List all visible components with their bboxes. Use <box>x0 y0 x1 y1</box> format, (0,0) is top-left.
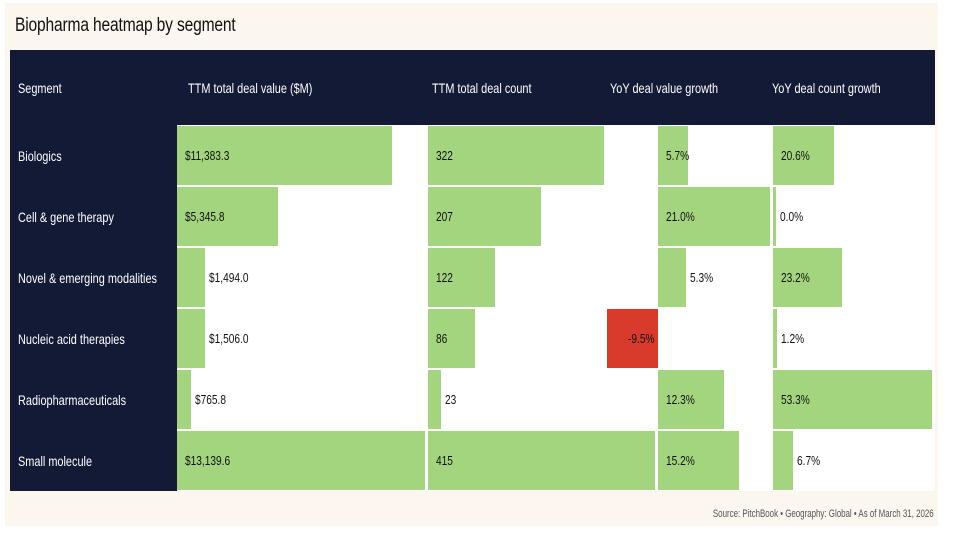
value-label-deal_count: 122 <box>436 269 453 285</box>
value-label-value_growth: -9.5% <box>628 330 655 346</box>
segment-column <box>10 125 177 491</box>
value-label-deal_value: $13,139.6 <box>185 452 231 468</box>
value-label-value_growth: 5.7% <box>666 147 690 163</box>
heat-bar-deal_count <box>428 126 605 185</box>
heat-bar-deal_value <box>177 309 206 368</box>
value-label-value_growth: 5.3% <box>690 269 714 285</box>
value-label-count_growth: 0.0% <box>780 208 804 224</box>
heat-bar-deal_value <box>177 126 392 185</box>
heatmap-table: Segment TTM total deal value ($M) TTM tota… <box>10 50 935 491</box>
heat-bar-count_growth <box>773 126 835 185</box>
chart-title: Biopharma heatmap by segment <box>15 15 236 36</box>
heat-bar-deal_value <box>177 370 192 429</box>
segment-label: Nucleic acid therapies <box>18 330 125 347</box>
value-label-deal_count: 23 <box>444 391 456 407</box>
value-label-deal_value: $5,345.8 <box>185 208 225 224</box>
segment-label: Cell & gene therapy <box>18 208 114 225</box>
segment-label: Radiopharmaceuticals <box>18 391 127 408</box>
heat-bar-value_growth <box>607 309 658 368</box>
heat-bar-deal_value <box>177 248 206 307</box>
heat-bar-count_growth <box>773 431 793 490</box>
column-header-0: Segment <box>18 80 62 96</box>
heat-bar-value_growth <box>658 248 687 307</box>
heat-bar-count_growth <box>773 187 776 246</box>
heat-bar-count_growth <box>773 370 932 429</box>
value-label-deal_value: $765.8 <box>195 391 227 407</box>
segment-label: Biologics <box>18 147 62 164</box>
heat-bar-deal_value <box>177 431 425 490</box>
value-label-deal_count: 322 <box>436 147 453 163</box>
value-label-count_growth: 53.3% <box>781 391 810 407</box>
value-label-deal_count: 86 <box>436 330 448 346</box>
heat-bar-deal_count <box>428 309 476 368</box>
heat-bar-value_growth <box>658 431 740 490</box>
heat-bar-value_growth <box>658 187 770 246</box>
heat-bar-value_growth <box>658 126 689 185</box>
value-label-deal_value: $1,506.0 <box>209 330 249 346</box>
heat-bar-deal_count <box>428 187 542 246</box>
value-label-count_growth: 23.2% <box>781 269 810 285</box>
heat-bar-count_growth <box>773 248 843 307</box>
source-note: Source: PitchBook • Geography: Global • … <box>713 508 934 520</box>
column-header-1: TTM total deal value ($M) <box>188 80 313 96</box>
segment-label: Novel & emerging modalities <box>18 269 157 286</box>
heat-bar-count_growth <box>773 309 777 368</box>
value-label-value_growth: 15.2% <box>666 452 695 468</box>
table-header: Segment TTM total deal value ($M) TTM tota… <box>10 50 935 125</box>
column-header-3: YoY deal value growth <box>610 80 719 96</box>
value-label-count_growth: 6.7% <box>796 452 821 468</box>
column-header-4: YoY deal count growth <box>772 80 881 96</box>
column-header-2: TTM total deal count <box>432 80 532 96</box>
segment-label: Small molecule <box>18 452 93 469</box>
value-label-deal_count: 415 <box>436 452 453 468</box>
heat-bar-deal_count <box>428 248 495 307</box>
heat-bar-deal_count <box>428 431 655 490</box>
value-label-value_growth: 21.0% <box>666 208 695 224</box>
value-label-value_growth: 12.3% <box>666 391 695 407</box>
value-label-deal_value: $1,494.0 <box>209 269 249 285</box>
heat-bar-value_growth <box>658 370 724 429</box>
heat-bar-deal_count <box>428 370 441 429</box>
value-label-count_growth: 1.2% <box>780 330 804 346</box>
heat-bar-deal_value <box>177 187 278 246</box>
value-label-deal_value: $11,383.3 <box>185 147 230 163</box>
value-label-deal_count: 207 <box>436 208 453 224</box>
value-label-count_growth: 20.6% <box>781 147 810 163</box>
